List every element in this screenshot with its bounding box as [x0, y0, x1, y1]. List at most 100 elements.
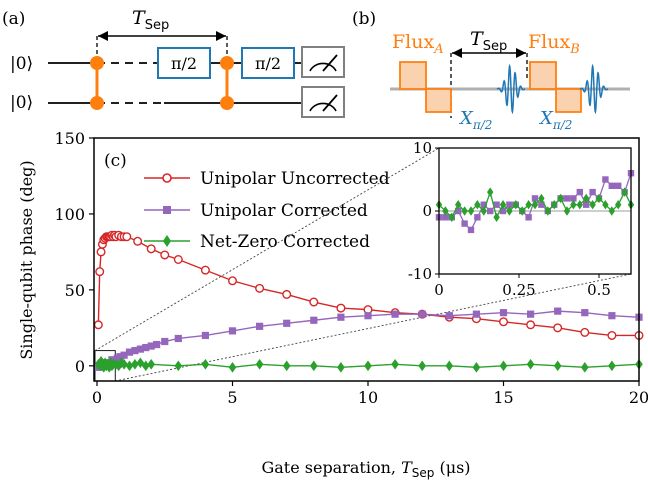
- series-1: [94, 307, 643, 371]
- measurement-box-2: [301, 86, 345, 118]
- inset-data-point: [487, 207, 494, 215]
- data-point: [310, 316, 318, 324]
- data-point: [142, 343, 150, 352]
- inset-data-point: [461, 220, 468, 227]
- inset-data-point: [525, 200, 532, 210]
- x-tick-label: 20: [629, 388, 648, 407]
- data-point: [120, 358, 128, 370]
- inset-data-point: [589, 188, 596, 196]
- flux-b-label: FluxB: [528, 31, 580, 57]
- inset-data-point: [583, 201, 590, 208]
- legend-label-net-zero-corrected: Net-Zero Corrected: [200, 232, 370, 252]
- data-point: [337, 313, 345, 321]
- data-point: [147, 358, 155, 370]
- data-point: [309, 297, 319, 307]
- meter-icon-1: [309, 62, 337, 72]
- data-point: [364, 312, 372, 320]
- data-point: [133, 236, 143, 246]
- inset-data-point: [576, 200, 583, 210]
- inset-data-point: [525, 214, 532, 221]
- data-point: [527, 310, 535, 318]
- data-point: [255, 283, 265, 293]
- inset-data-point: [512, 200, 519, 210]
- inset-data-point: [487, 187, 494, 197]
- inset-data-point: [538, 201, 545, 208]
- measurement-box-1: [301, 46, 345, 78]
- circuit-tsep-label: TSep: [132, 7, 169, 33]
- data-point: [418, 360, 426, 372]
- inset-x-tick-label: 0.5: [587, 281, 611, 299]
- inset-data-point: [493, 212, 500, 222]
- y-tick-label: 150: [54, 129, 85, 148]
- inset-data-point: [615, 182, 622, 189]
- cz-gate-2-dot-bottom: [220, 96, 234, 110]
- zoom-connector-top: [94, 147, 440, 352]
- data-point: [153, 340, 161, 349]
- inset-y-tick-label: 0: [422, 202, 432, 220]
- flux-a-pulse: [399, 61, 452, 113]
- x-pulse-label-1: Xπ/2: [458, 108, 492, 132]
- data-point: [93, 320, 103, 330]
- data-point: [116, 353, 124, 361]
- inset-data-point: [595, 193, 603, 204]
- y-tick-label: 50: [65, 281, 85, 300]
- data-point: [173, 254, 183, 264]
- cz-gate-1-dot-bottom: [90, 96, 104, 110]
- inset-x-tick-label: 0.25: [502, 281, 535, 299]
- plot-frame: [93, 137, 640, 382]
- x-tick-label: 15: [493, 388, 513, 407]
- pi-half-gate-2-label: π/2: [255, 54, 281, 73]
- data-point: [391, 310, 399, 318]
- pi-half-gate-1-label: π/2: [171, 54, 197, 73]
- data-point: [337, 362, 345, 373]
- inset-data-point: [570, 195, 577, 202]
- data-point: [227, 276, 237, 286]
- data-point: [391, 358, 399, 370]
- inset-data-point: [538, 193, 545, 204]
- data-point: [122, 232, 132, 242]
- panel-b-pulses: (b) FluxA FluxB TSep Xπ/2 Xπ/2: [352, 9, 630, 132]
- data-point: [499, 309, 508, 317]
- data-point: [581, 362, 589, 373]
- data-point: [499, 317, 509, 327]
- data-point: [472, 310, 480, 318]
- data-point: [200, 265, 210, 275]
- cz-gate-2-dot-top: [220, 56, 234, 70]
- inset-data-point: [474, 200, 481, 210]
- data-point: [553, 323, 563, 333]
- inset-data-point: [531, 200, 539, 210]
- data-point: [141, 360, 150, 372]
- inset-frame: [438, 147, 632, 275]
- data-point: [445, 360, 454, 372]
- data-point: [95, 267, 105, 277]
- data-point: [418, 310, 426, 318]
- inset-data-point: [448, 212, 455, 222]
- pi-half-gate-2: [241, 47, 295, 79]
- pulse-tsep-label: TSep: [470, 28, 507, 54]
- y-tick-label: 100: [54, 205, 85, 224]
- inset-data-point: [531, 195, 539, 202]
- data-point: [310, 360, 318, 372]
- data-point: [499, 360, 508, 372]
- inset-data-point: [480, 201, 487, 208]
- x-pulse-label-2: Xπ/2: [538, 108, 572, 132]
- inset-data-point: [621, 187, 628, 197]
- data-point: [526, 358, 535, 370]
- inset-data-point: [576, 188, 583, 196]
- inset-data-point: [499, 200, 507, 210]
- y-axis-label: Single-qubit phase (deg): [17, 160, 36, 359]
- data-point: [228, 362, 237, 373]
- data-point: [255, 358, 264, 370]
- x-axis-label: Gate separation, TSep (μs): [261, 458, 470, 480]
- inset-data-point: [455, 200, 462, 210]
- data-point: [554, 307, 562, 315]
- inset-data-point: [557, 193, 564, 204]
- inset-data-point: [461, 206, 468, 216]
- inset-data-point: [480, 206, 487, 216]
- data-point: [526, 320, 536, 330]
- inset-data-point: [608, 206, 615, 216]
- inset-data-point: [563, 206, 571, 216]
- data-point: [282, 360, 291, 372]
- inset-y-tick-label: 10: [413, 139, 432, 157]
